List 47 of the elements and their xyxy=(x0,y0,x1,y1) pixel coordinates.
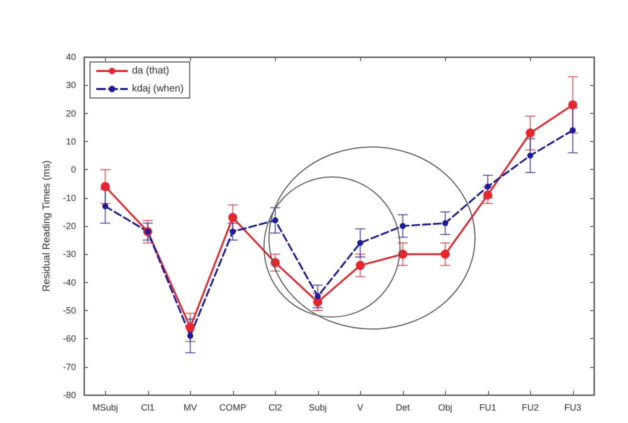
y-tick-label: 20 xyxy=(66,108,76,118)
point xyxy=(526,128,535,138)
x-tick-label: Det xyxy=(396,402,410,412)
point xyxy=(442,220,448,226)
point xyxy=(483,190,492,200)
y-tick-label: -80 xyxy=(62,390,76,400)
point xyxy=(230,228,236,235)
point xyxy=(186,322,195,332)
x-tick-label: COMP xyxy=(219,402,246,412)
point xyxy=(356,260,365,270)
x-tick-label: V xyxy=(357,402,364,412)
point xyxy=(100,182,110,192)
y-tick-label: -20 xyxy=(62,221,76,231)
y-tick-label: 30 xyxy=(66,80,76,90)
y-tick-label: -30 xyxy=(62,249,76,260)
point xyxy=(440,250,450,259)
point xyxy=(272,217,278,224)
point xyxy=(102,203,108,210)
legend-label: kdaj (when) xyxy=(132,84,184,94)
point xyxy=(187,332,194,339)
y-tick-label: -10 xyxy=(62,192,76,203)
x-tick-label: Cl1 xyxy=(140,402,155,412)
x-tick-label: Subj xyxy=(308,402,327,412)
y-tick-label: -70 xyxy=(62,362,76,372)
point xyxy=(568,100,578,110)
point xyxy=(484,184,491,190)
point xyxy=(228,213,238,222)
x-tick-label: FU1 xyxy=(479,402,496,412)
point xyxy=(400,223,406,229)
y-tick-label: 10 xyxy=(66,136,76,146)
x-tick-label: MV xyxy=(184,402,197,412)
point xyxy=(314,293,321,300)
y-tick-label: 0 xyxy=(70,164,76,175)
y-tick-label: 40 xyxy=(66,52,76,62)
y-tick-label: -50 xyxy=(62,306,76,316)
point xyxy=(527,152,534,159)
y-tick-label: -60 xyxy=(62,334,76,344)
point xyxy=(357,240,364,246)
legend-label: da (that) xyxy=(132,66,170,76)
x-tick-label: Obj xyxy=(438,402,452,412)
y-axis-title: Residual Reading Times (ms) xyxy=(42,160,53,292)
x-tick-label: FU3 xyxy=(564,402,582,412)
point xyxy=(570,127,576,134)
x-tick-label: Cl2 xyxy=(268,402,282,412)
y-tick-label: -40 xyxy=(62,277,76,288)
x-tick-label: FU2 xyxy=(522,402,539,412)
x-tick-label: MSubj xyxy=(92,402,118,412)
